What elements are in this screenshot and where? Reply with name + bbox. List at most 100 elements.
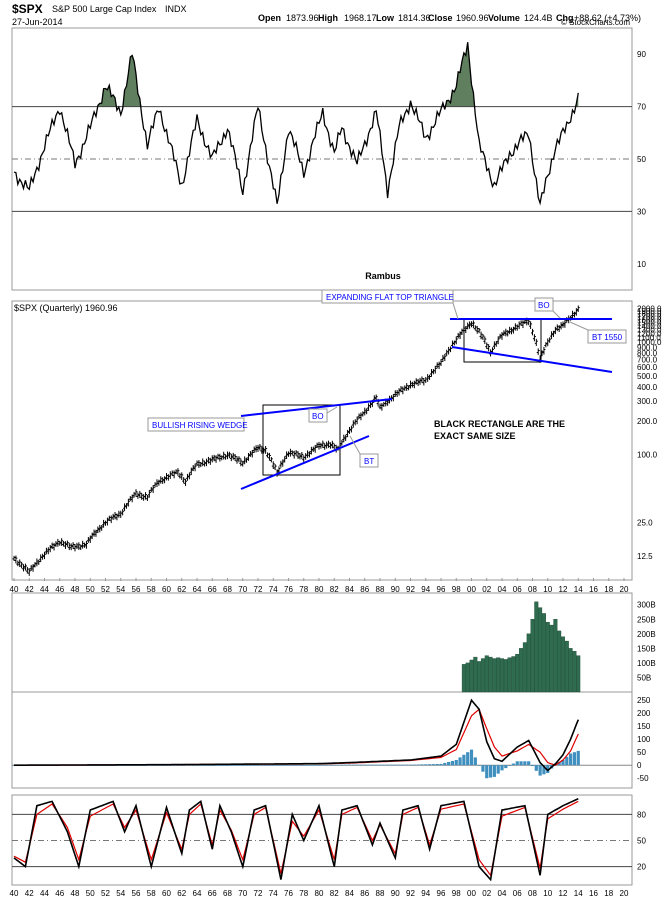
macd-line <box>14 698 580 772</box>
volume-bar <box>564 640 569 693</box>
macd-histogram-bar <box>485 765 489 779</box>
price-x-tick-label: 14 <box>574 585 583 594</box>
price-tick-label: 1700.0 <box>637 312 662 321</box>
price-tick-label: 12.5 <box>637 552 653 561</box>
stochastic-x-tick-label: 04 <box>498 889 507 898</box>
stochastic-x-tick-label: 96 <box>437 889 446 898</box>
price-x-tick-label: 84 <box>345 585 354 594</box>
volume-bar <box>538 607 543 693</box>
stochastic-x-tick-label: 70 <box>238 889 247 898</box>
macd-histogram-bar <box>496 765 500 774</box>
stochastic-x-tick-label: 46 <box>55 889 64 898</box>
volume-value: 124.4B <box>524 13 553 23</box>
price-panel: Rambus $SPX (Quarterly) 1960.96 12.5 25.0… <box>10 271 662 594</box>
price-x-tick-label: 60 <box>162 585 171 594</box>
macd-histogram-bar <box>447 761 451 766</box>
volume-bar <box>576 655 581 693</box>
price-x-tick-label: 00 <box>467 585 476 594</box>
stochastic-x-tick-label: 80 <box>315 889 324 898</box>
macd-histogram-bar <box>538 765 542 776</box>
price-x-tick-label: 86 <box>360 585 369 594</box>
stochastic-x-tick-label: 06 <box>513 889 522 898</box>
macd-histogram-bar <box>508 765 512 766</box>
volume-bar <box>511 656 516 693</box>
macd-histogram-bar <box>370 764 374 766</box>
volume-tick-label: 50B <box>637 673 651 682</box>
open-value: 1873.96 <box>286 13 319 23</box>
stochastic-x-tick-label: 58 <box>147 889 156 898</box>
macd-histogram-bar <box>576 750 580 766</box>
stochastic-x-tick-label: 20 <box>620 889 629 898</box>
volume-bar <box>553 619 558 693</box>
macd-histogram-bar <box>286 765 291 766</box>
volume-bar <box>534 601 539 693</box>
annotation-box <box>534 297 554 312</box>
annotation-bo-wedge: BO <box>312 412 324 421</box>
macd-histogram-bar <box>473 757 477 766</box>
price-tick-label: 2000.0 <box>637 304 662 313</box>
price-x-tick-label: 52 <box>101 585 110 594</box>
chart-date: 27-Jun-2014 <box>12 17 63 27</box>
stochastic-fast-line <box>13 797 579 882</box>
macd-histogram-bar <box>523 761 527 766</box>
price-tick-label: 1200.0 <box>637 329 662 338</box>
price-x-tick-label: 76 <box>284 585 293 594</box>
price-tick-label: 1500.0 <box>637 318 662 327</box>
stochastic-x-tick-label: 78 <box>299 889 308 898</box>
macd-histogram-bar <box>469 749 474 766</box>
macd-histogram-bar <box>294 765 298 766</box>
price-x-tick-label: 56 <box>132 585 141 594</box>
macd-histogram-bar <box>557 761 561 766</box>
volume-bar <box>541 613 546 693</box>
price-tick-label: 25.0 <box>637 518 653 527</box>
macd-histogram-bar <box>332 764 336 766</box>
price-tick-label: 300.0 <box>637 397 658 406</box>
macd-histogram-bar <box>206 765 211 766</box>
macd-histogram-bar <box>488 765 493 778</box>
macd-histogram-bar <box>378 764 382 766</box>
price-x-tick-label: 96 <box>437 585 446 594</box>
stochastic-x-tick-label: 48 <box>71 889 80 898</box>
price-tick-label: 600.0 <box>637 363 658 372</box>
macd-histogram-bar <box>283 765 287 766</box>
macd-histogram-bar <box>435 763 439 766</box>
close-label: Close <box>428 13 453 23</box>
stochastic-x-tick-label: 64 <box>193 889 202 898</box>
volume-bar <box>465 662 470 693</box>
macd-histogram-bar <box>256 765 260 766</box>
macd-histogram-bar <box>344 764 348 766</box>
triangle-lower-trendline <box>451 346 613 373</box>
price-x-tick-label: 72 <box>254 585 263 594</box>
macd-histogram-bar <box>195 765 199 766</box>
stochastic-x-tick-label: 66 <box>208 889 217 898</box>
stochastic-x-tick-label: 14 <box>574 889 583 898</box>
price-x-tick-label: 18 <box>604 585 613 594</box>
macd-tick-label: 150 <box>637 722 651 731</box>
close-value: 1960.96 <box>456 13 489 23</box>
macd-histogram-bar <box>321 764 325 766</box>
macd-histogram-bar <box>187 765 191 766</box>
volume-bar <box>477 661 482 693</box>
chg-value: +88.62 (+4.73%) <box>574 13 641 23</box>
macd-histogram-bar <box>530 765 535 767</box>
macd-histogram-bar <box>309 764 313 766</box>
annotation-box <box>359 453 379 468</box>
macd-tick-label: 0 <box>637 761 642 770</box>
macd-histogram-bar <box>408 764 413 766</box>
price-tick-label: 1300.0 <box>637 325 662 334</box>
macd-histogram-bar <box>210 765 214 766</box>
macd-histogram-bar <box>519 761 523 766</box>
macd-histogram-bar <box>305 764 310 766</box>
volume-bar <box>545 621 550 693</box>
volume-bar <box>480 658 485 693</box>
stochastic-x-tick-label: 74 <box>269 889 278 898</box>
volume-bar <box>561 636 566 693</box>
macd-histogram-bar <box>359 764 363 766</box>
volume-bar <box>496 657 501 693</box>
macd-histogram-bar <box>374 764 378 766</box>
macd-histogram-bar <box>267 765 272 766</box>
annotation-bt-wedge: BT <box>364 457 374 466</box>
macd-histogram-bar <box>351 764 355 766</box>
stochastic-x-tick-label: 60 <box>162 889 171 898</box>
volume-bar <box>503 659 508 693</box>
